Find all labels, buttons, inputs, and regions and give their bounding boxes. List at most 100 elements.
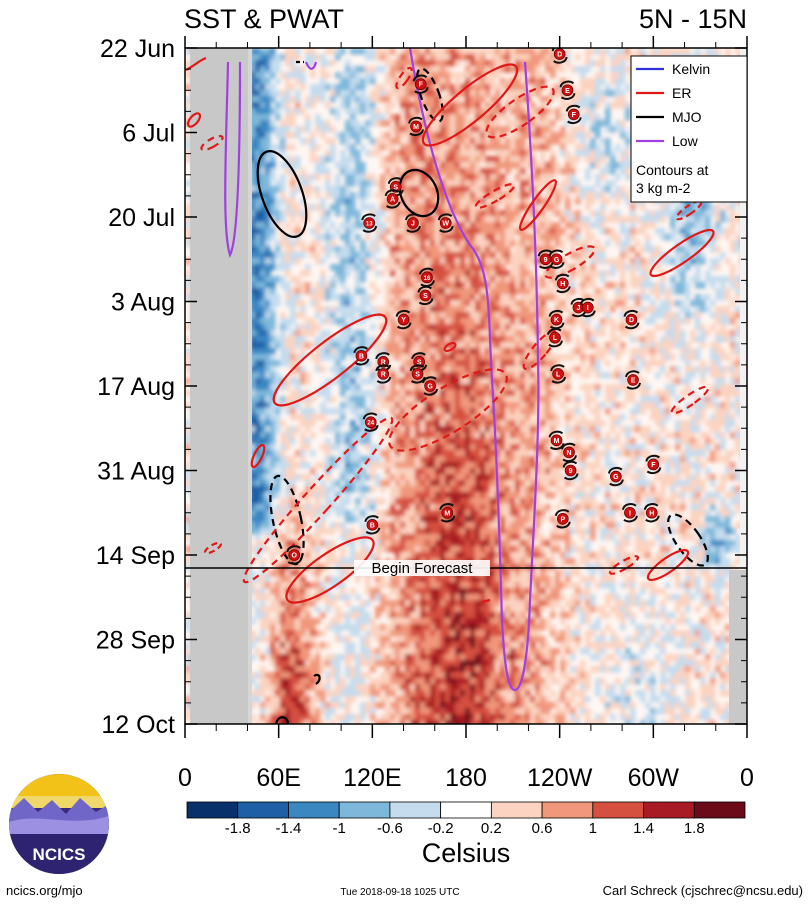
colorbar-swatch [338,801,391,819]
storm-label: B [359,353,364,360]
storm-marker: S [409,364,426,384]
y-tick-label: 20 Jul [108,204,175,232]
forecast-divider: Begin Forecast [185,560,747,577]
storm-label: F [572,112,577,119]
logo-text: NCICS [33,845,86,864]
storm-marker: 13 [361,213,378,233]
storm-label: R [381,359,386,366]
storm-label: 9 [569,468,573,475]
storm-marker: G [548,249,565,269]
storm-label: F [419,82,424,89]
storm-marker: I [621,503,638,523]
colorbar-tick: 1.8 [684,820,705,837]
colorbar-swatch [186,801,239,819]
mjo-contour [416,67,444,123]
colorbar-tick: -1 [333,820,346,837]
storm-label: J [576,305,580,312]
x-tick-label: 60E [256,764,300,792]
storm-label: S [417,359,422,366]
er-contour [250,443,266,469]
x-tick-label: 180 [445,764,487,792]
storm-marker: R [375,364,392,384]
storm-marker: H [643,503,660,523]
storm-marker: D [623,309,640,330]
colorbar-tick: 0.2 [481,820,502,837]
storm-marker: M [548,430,565,450]
storm-label: D [629,317,634,324]
forecast-label: Begin Forecast [372,560,474,577]
storm-marker: I [579,297,596,318]
low-contour [224,61,242,258]
colorbar-tick: -0.2 [428,820,454,837]
storm-marker: Y [395,309,412,330]
er-contour [421,63,519,147]
y-axis-labels: 22 Jun 6 Jul 20 Jul 3 Aug 17 Aug 31 Aug 14 Sep… [96,35,175,739]
y-tick-label: 22 Jun [100,35,175,63]
storm-label: S [415,371,420,378]
storm-label: R [381,371,386,378]
storm-marker: P [554,509,571,529]
storm-label: P [560,516,565,523]
er-contour [285,536,375,604]
y-tick-label: 12 Oct [101,711,175,739]
storm-label: F [651,462,656,469]
storm-marker: B [364,515,381,535]
mjo-contour [398,168,440,218]
er-contour [242,416,394,584]
legend-entry: MJO [672,109,702,125]
colorbar-swatch [389,801,442,819]
y-tick-label: 6 Jul [122,120,175,148]
storm-marker: L [546,328,563,348]
storm-marker: 9 [537,249,554,269]
x-tick-label: 120W [527,764,593,792]
storm-marker: M [439,503,456,523]
storm-label: D [557,52,562,59]
y-tick-label: 17 Aug [97,373,175,401]
colorbar-swatch [592,801,644,819]
colorbar-tick: 1.4 [633,820,654,837]
storm-marker: A [384,189,401,209]
storm-label: E [565,88,570,95]
footer-author: Carl Schreck (cjschrec@ncsu.edu) [603,883,803,898]
storm-label: M [444,510,450,517]
x-tick-label: 120E [343,764,401,792]
storm-marker: J [404,213,421,233]
footer-url: ncics.org/mjo [6,883,83,898]
storm-label: 16 [424,276,431,282]
er-contour [474,183,516,209]
storm-label: G [613,474,619,481]
storm-label: L [553,335,558,342]
storm-label: K [554,317,559,324]
ncics-logo: NCICS [9,774,109,874]
colorbar-swatch [541,801,594,819]
legend-entry: Kelvin [672,61,710,77]
storm-label: I [629,510,631,517]
storm-marker: F [412,74,429,94]
footer-timestamp: Tue 2018-09-18 1025 UTC [340,887,459,898]
storm-marker: F [645,454,662,475]
storm-label: L [556,371,561,378]
storm-label: W [442,221,449,228]
storm-label: G [554,257,560,264]
storm-label: G [427,384,433,391]
storm-label: A [390,196,395,203]
storm-marker: E [625,370,642,390]
er-contour [646,548,690,582]
mjo-contour [667,513,709,567]
colorbar-tick: 0.6 [532,820,553,837]
colorbar-swatch [440,801,492,819]
er-contour [485,85,555,139]
storm-marker: O [286,545,303,565]
storm-marker: B [353,346,370,366]
storm-marker: S [417,285,434,306]
colorbar-swatch [693,801,746,819]
colorbar-tick: -1.8 [225,820,251,837]
y-tick-label: 3 Aug [111,289,175,317]
colorbar: -1.8 -1.4 -1 -0.6 -0.2 0.2 0.6 1 1.4 1.8 [186,801,746,837]
storm-marker: G [422,376,439,396]
chart-region: 5N - 15N [639,4,747,34]
x-tick-label: 0 [740,764,754,792]
storm-marker: 24 [362,412,379,432]
